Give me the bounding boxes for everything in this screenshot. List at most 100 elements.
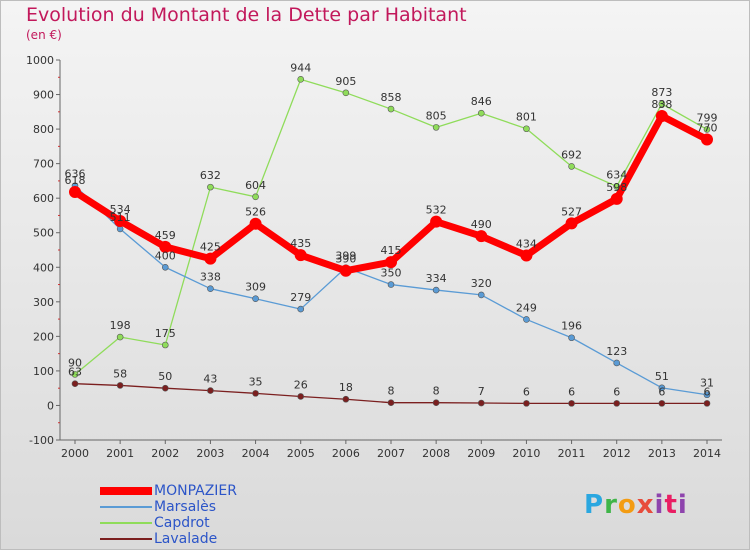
proxiti-logo: Proxiti [584,490,688,520]
x-tick-label: 2000 [61,447,89,460]
data-point [568,163,575,170]
x-tick-label: 2013 [648,447,676,460]
data-point [658,400,666,407]
data-label: 51 [655,370,669,383]
data-point [523,125,530,133]
data-label: 527 [561,205,582,218]
data-label: 309 [245,281,266,294]
data-label: 31 [700,377,714,390]
y-tick-label: 0 [47,399,54,412]
data-label: 43 [203,373,217,386]
data-label: 692 [561,148,582,161]
data-point [477,109,485,117]
x-tick-label: 2012 [603,447,631,460]
x-tick-label: 2001 [106,447,134,460]
data-label: 618 [65,174,86,187]
data-point [252,295,259,303]
data-label: 425 [200,241,221,254]
data-point [161,384,169,392]
data-point [342,89,350,97]
x-tick-label: 2014 [693,447,721,460]
data-point [613,400,621,407]
data-point [475,230,488,243]
data-label: 35 [249,375,263,388]
data-point [432,124,440,131]
data-label: 846 [471,95,492,108]
data-point [71,371,79,378]
data-label: 338 [200,271,221,284]
legend-label: MONPAZIER [154,483,237,499]
chart-title: Evolution du Montant de la Dette par Hab… [26,4,467,26]
x-tick-label: 2009 [467,447,495,460]
data-label: 435 [290,237,311,250]
data-label: 198 [110,319,131,332]
x-tick-label: 2002 [151,447,179,460]
data-label: 7 [478,385,485,398]
data-label: 636 [65,168,86,181]
data-label: 604 [245,179,266,192]
data-label: 6 [613,385,620,398]
x-tick-label: 2003 [196,447,224,460]
data-point [477,399,485,407]
data-label: 6 [523,385,530,398]
y-tick-label: 400 [33,261,54,274]
data-label: 459 [155,229,176,242]
data-label: 320 [471,277,492,290]
y-tick-label: -100 [29,434,54,447]
data-label: 123 [606,345,627,358]
data-point [71,380,79,387]
data-point [294,249,307,262]
data-label: 390 [335,253,356,266]
data-label: 58 [113,367,127,380]
data-label: 334 [426,272,447,285]
data-point [385,256,397,269]
data-point [249,217,262,230]
data-point [610,192,623,205]
y-tick-label: 600 [33,192,54,205]
data-label: 400 [155,249,176,262]
data-label: 63 [68,366,82,379]
data-point [703,126,711,133]
data-label: 905 [335,75,356,88]
y-tick-label: 100 [33,365,54,378]
data-point [161,263,169,271]
data-label: 511 [110,211,131,224]
data-label: 526 [245,206,266,219]
data-point [297,393,305,400]
data-point [161,341,169,349]
data-point [432,399,440,406]
data-point [520,249,533,262]
data-point [568,400,575,407]
x-tick-label: 2010 [512,447,540,460]
chart-subtitle: (en €) [26,28,62,42]
data-point [204,252,217,265]
x-tick-label: 2004 [242,447,270,460]
data-point [387,281,395,288]
data-point [613,359,621,367]
data-label: 532 [426,204,447,217]
y-tick-label: 200 [33,330,54,343]
data-label: 350 [381,267,402,280]
y-tick-label: 1000 [26,54,54,67]
y-tick-label: 900 [33,89,54,102]
data-label: 8 [433,385,440,398]
data-label: 196 [561,320,582,333]
data-point [297,76,305,83]
data-label: 399 [335,250,356,263]
data-label: 805 [426,109,447,122]
data-point [159,240,172,253]
data-label: 799 [697,111,718,124]
legend-swatch [100,506,152,508]
y-tick-label: 500 [33,227,54,240]
data-label: 632 [200,169,221,182]
x-tick-label: 2006 [332,447,360,460]
y-tick-label: 300 [33,296,54,309]
data-point [701,133,713,146]
data-point [116,333,124,341]
data-point [116,382,124,389]
data-label: 634 [606,168,627,181]
data-point [523,316,530,323]
x-tick-label: 2005 [287,447,315,460]
